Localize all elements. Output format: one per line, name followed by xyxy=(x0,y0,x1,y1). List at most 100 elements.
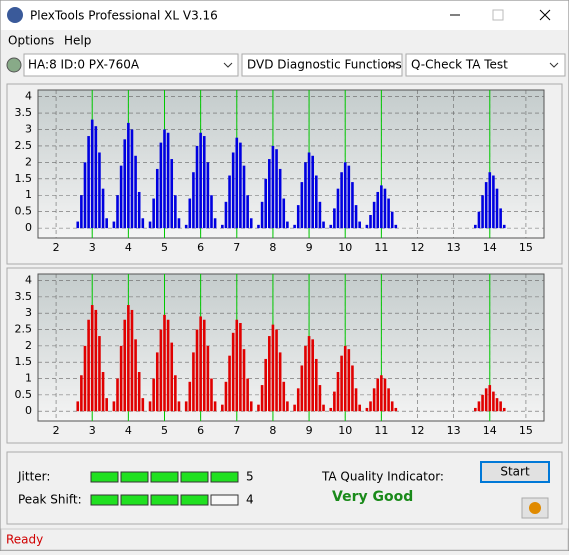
bar xyxy=(148,401,152,412)
start-button[interactable] xyxy=(480,461,550,483)
x-tick-label: 5 xyxy=(161,241,168,254)
bar xyxy=(257,224,260,229)
bar xyxy=(474,407,477,412)
bar xyxy=(387,198,390,229)
peak-shift-value: 4 xyxy=(246,493,254,507)
bar xyxy=(83,162,87,229)
dropdown-arrow xyxy=(549,62,559,68)
bar xyxy=(80,375,83,412)
x-tick-label: 12 xyxy=(411,424,425,437)
title-bar xyxy=(1,1,568,30)
bar xyxy=(477,401,481,412)
bar xyxy=(213,218,217,229)
bar xyxy=(231,152,235,229)
bar xyxy=(260,385,264,412)
x-tick-label: 10 xyxy=(338,424,352,437)
x-tick-label: 13 xyxy=(447,424,461,437)
bar xyxy=(210,195,213,229)
bar xyxy=(101,188,105,229)
bar xyxy=(268,159,271,229)
bar xyxy=(499,208,502,229)
menu-help[interactable]: Help xyxy=(64,34,91,48)
bar xyxy=(221,404,224,412)
y-tick-label: 4 xyxy=(25,274,32,287)
bar xyxy=(318,385,322,412)
bar xyxy=(177,401,181,412)
bar xyxy=(116,378,119,412)
menu-options[interactable]: Options xyxy=(8,34,54,48)
bar xyxy=(499,401,502,412)
bar xyxy=(311,155,314,229)
bar xyxy=(329,224,333,229)
bar xyxy=(311,339,314,412)
test-select[interactable] xyxy=(405,53,566,77)
bar xyxy=(340,355,343,412)
bar xyxy=(119,345,123,412)
x-tick-label: 4 xyxy=(125,424,132,437)
bar xyxy=(130,309,134,412)
bar xyxy=(296,205,300,229)
drive-icon xyxy=(6,57,22,73)
bar xyxy=(249,218,253,229)
bar xyxy=(141,398,145,412)
bar xyxy=(242,165,246,229)
dropdown-arrow xyxy=(223,62,233,68)
close-button[interactable] xyxy=(539,9,551,21)
y-tick-label: 1 xyxy=(25,188,32,201)
jitter-value: 5 xyxy=(246,470,254,484)
bar xyxy=(221,224,224,229)
bar xyxy=(137,372,141,412)
bar xyxy=(90,119,94,229)
meter-cell xyxy=(150,471,179,483)
bar xyxy=(387,388,390,412)
y-tick-label: 2 xyxy=(25,339,32,352)
bar xyxy=(159,329,163,412)
bar xyxy=(246,195,249,229)
x-tick-label: 5 xyxy=(161,424,168,437)
bar xyxy=(474,224,477,229)
bar xyxy=(224,201,228,229)
y-tick-label: 4 xyxy=(25,90,32,103)
bar xyxy=(286,221,289,229)
bar xyxy=(228,175,231,229)
x-tick-label: 9 xyxy=(306,241,313,254)
bar xyxy=(286,401,289,412)
function-select[interactable] xyxy=(241,53,403,77)
meter-cell xyxy=(120,471,149,483)
bar xyxy=(354,205,358,229)
bar xyxy=(123,319,127,412)
app-icon xyxy=(7,7,23,23)
bar xyxy=(155,168,159,229)
bar xyxy=(98,152,101,229)
maximize-button[interactable] xyxy=(492,9,504,21)
x-tick-label: 2 xyxy=(53,424,60,437)
bar xyxy=(76,221,80,229)
bar xyxy=(376,378,380,412)
bar xyxy=(484,182,488,229)
jitter-label: Jitter: xyxy=(17,470,50,484)
meter-cell xyxy=(150,494,179,506)
bar xyxy=(163,129,166,229)
bar xyxy=(130,129,134,229)
drive-select[interactable] xyxy=(23,53,239,77)
bar xyxy=(477,211,481,229)
bar xyxy=(260,201,264,229)
bar xyxy=(235,137,239,229)
bar xyxy=(166,319,170,412)
bar xyxy=(98,336,101,412)
bar xyxy=(351,182,354,229)
x-tick-label: 14 xyxy=(483,424,497,437)
bar xyxy=(322,221,325,229)
bar xyxy=(376,191,380,229)
bar xyxy=(116,195,119,229)
bar xyxy=(343,345,347,412)
bar xyxy=(307,336,311,412)
meter-cell xyxy=(180,471,209,483)
status-bar xyxy=(0,528,569,551)
x-tick-label: 6 xyxy=(197,241,204,254)
x-tick-label: 15 xyxy=(519,424,533,437)
bar xyxy=(340,172,343,229)
x-tick-label: 14 xyxy=(483,241,497,254)
bar xyxy=(394,224,398,229)
bar xyxy=(235,319,239,412)
